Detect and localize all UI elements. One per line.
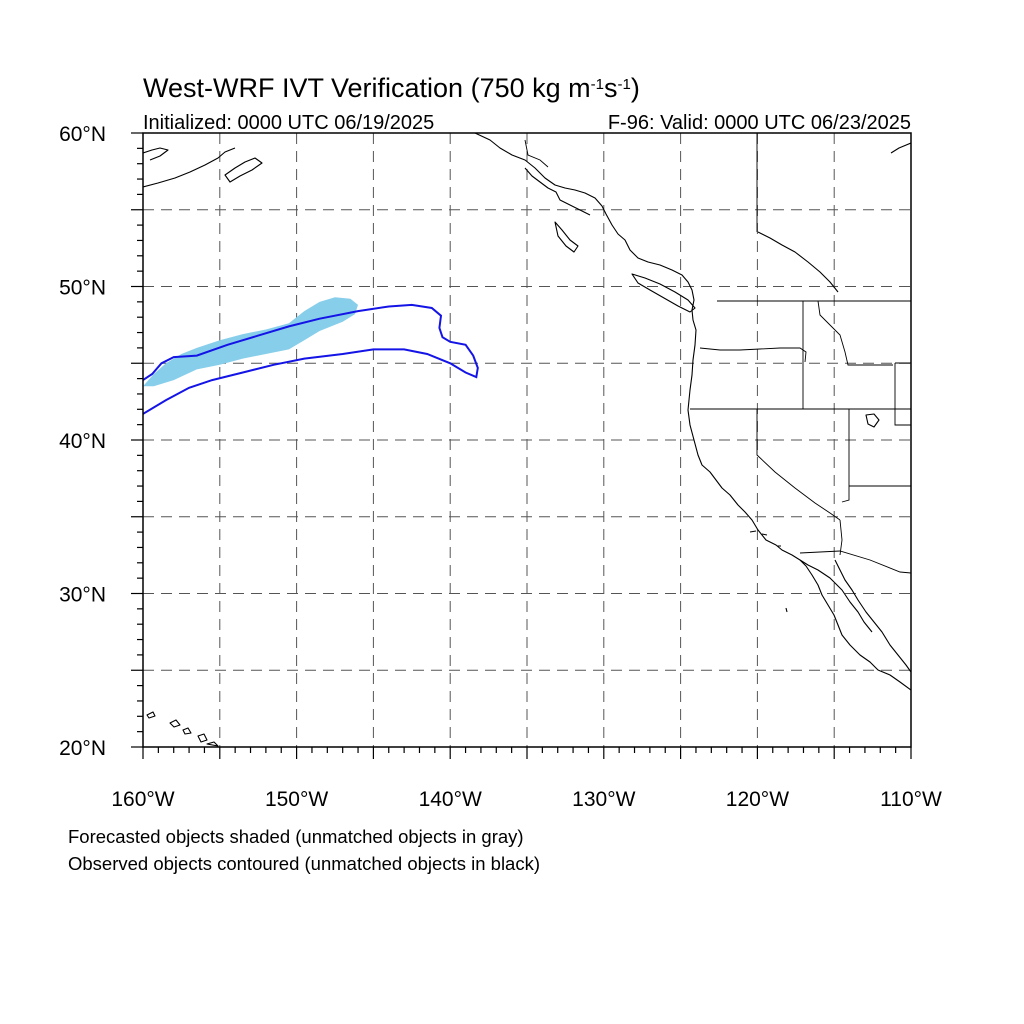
graticule — [143, 133, 911, 747]
coastline-baja-inner — [799, 559, 873, 633]
border-wy — [894, 362, 911, 426]
border-id-mt — [817, 300, 893, 366]
caption-observed: Observed objects contoured (unmatched ob… — [68, 853, 541, 874]
lon-tick-label: 160°W — [111, 788, 174, 811]
axis-labels: 160°W 150°W 140°W 130°W 120°W 110°W 60°N 50°N 40… — [59, 123, 942, 811]
lon-tick-label: 150°W — [265, 788, 328, 811]
coastline-top-right — [890, 142, 911, 154]
coastline-alaska-peninsula — [143, 147, 236, 188]
valid-time-label: F-96: Valid: 0000 UTC 06/23/2025 — [608, 112, 911, 134]
lat-tick-label: 60°N — [59, 123, 106, 146]
lat-tick-label: 20°N — [59, 737, 106, 760]
coastline-north-america — [474, 133, 911, 691]
map-title: West-WRF IVT Verification (750 kg m-1s-1… — [143, 73, 640, 103]
border-nv-ut — [841, 409, 850, 503]
forecast-object — [143, 297, 358, 387]
canada-river — [757, 231, 839, 293]
lon-tick-label: 110°W — [880, 788, 942, 811]
lon-tick-label: 130°W — [572, 788, 635, 811]
coastline-hawaii — [146, 711, 219, 747]
lon-tick-label: 120°W — [726, 788, 789, 811]
observed-object-contour — [143, 303, 479, 415]
coastline-channel-islands — [749, 530, 788, 613]
caption-forecast: Forecasted objects shaded (unmatched obj… — [68, 826, 524, 847]
border-nv-ca — [756, 409, 841, 521]
coastline-kodiak — [224, 157, 263, 183]
border-us-mexico — [799, 550, 911, 574]
coastlines — [143, 133, 911, 747]
coastline-haida-gwaii — [554, 221, 579, 253]
lat-tick-label: 50°N — [59, 277, 106, 300]
great-salt-lake — [865, 413, 880, 428]
lat-tick-label: 40°N — [59, 430, 106, 453]
border-alaska-canada — [524, 139, 549, 168]
border-wa-or — [699, 347, 807, 363]
init-time-label: Initialized: 0000 UTC 06/19/2025 — [143, 112, 434, 134]
axis-ticks — [131, 132, 912, 759]
coastline-vancouver-island — [631, 273, 696, 313]
coastline-gulf-of-california — [834, 559, 911, 673]
coastline-alaska-panhandle — [524, 167, 591, 216]
border-az — [839, 519, 843, 556]
map-content — [143, 133, 911, 747]
political-borders — [524, 133, 911, 574]
lon-tick-label: 140°W — [419, 788, 482, 811]
lat-tick-label: 30°N — [59, 584, 106, 607]
